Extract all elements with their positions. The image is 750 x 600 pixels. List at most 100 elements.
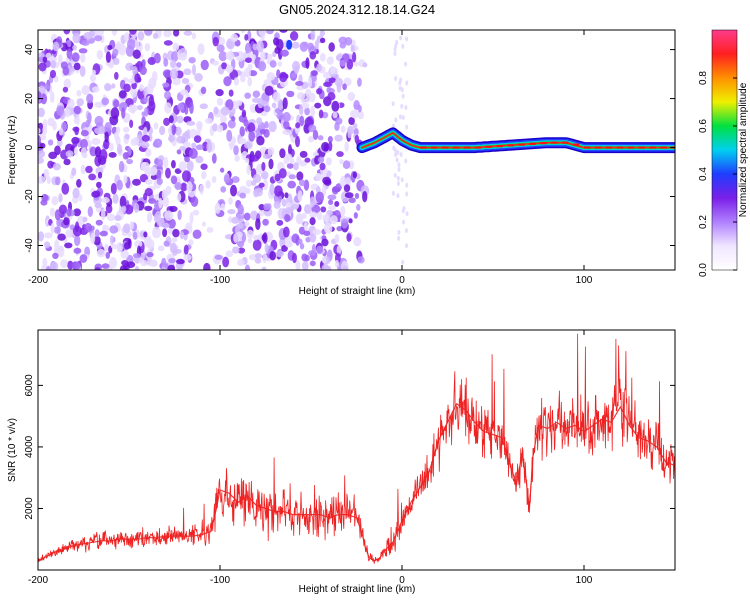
noise-blob: [328, 42, 335, 52]
noise-blob: [278, 168, 287, 179]
bottom-y-tick-label: 2000: [24, 497, 35, 520]
noise-blob: [223, 76, 232, 87]
noise-blob: [326, 86, 332, 93]
noise-blob: [92, 190, 101, 196]
noise-blob: [357, 110, 365, 120]
noise-blob: [91, 86, 100, 93]
noise-blob: [274, 47, 281, 54]
noise-blob: [144, 43, 151, 52]
noise-blob: [80, 164, 86, 175]
noise-blob: [273, 185, 283, 197]
noise-blob: [227, 119, 236, 129]
noise-blob: [295, 260, 301, 270]
noise-blob: [138, 257, 144, 264]
noise-blob: [325, 157, 332, 166]
noise-blob: [257, 61, 267, 72]
noise-blob: [38, 149, 46, 158]
noise-blob: [178, 161, 187, 172]
noise-blob: [50, 223, 55, 234]
noise-blob: [319, 30, 325, 37]
noise-blob: [172, 228, 180, 238]
noise-blob: [163, 117, 171, 126]
noise-blob: [183, 68, 192, 76]
noise-blob: [334, 134, 343, 142]
noise-blob: [126, 261, 136, 268]
noise-blob: [97, 171, 103, 179]
noise-blob: [248, 130, 256, 142]
noise-blob: [347, 125, 355, 135]
noise-blob: [148, 166, 158, 176]
noise-blob: [301, 253, 308, 262]
noise-blob: [266, 203, 272, 210]
noise-blob: [184, 156, 190, 163]
noise-blob: [175, 258, 185, 265]
noise-speck: [404, 105, 408, 111]
noise-blob: [277, 98, 284, 110]
noise-blob: [134, 39, 140, 49]
noise-blob: [268, 158, 274, 170]
noise-blob: [90, 232, 96, 244]
noise-blob: [163, 156, 169, 169]
noise-blob: [261, 234, 267, 242]
noise-blob: [94, 115, 104, 126]
noise-blob: [79, 65, 86, 77]
noise-blob: [254, 257, 262, 264]
noise-blob: [143, 231, 148, 238]
noise-blob: [302, 260, 309, 270]
noise-blob: [72, 44, 77, 51]
noise-speck: [394, 152, 398, 158]
noise-blob: [176, 193, 182, 202]
noise-blob: [113, 99, 120, 108]
spectrogram-noise: [38, 30, 409, 270]
noise-hotspot: [286, 39, 293, 50]
noise-blob: [48, 151, 58, 160]
top-x-ticks: -200 -100 0 100: [28, 30, 593, 286]
noise-blob: [72, 32, 81, 44]
noise-blob: [309, 217, 316, 226]
noise-speck: [392, 145, 396, 151]
noise-blob: [265, 30, 274, 35]
noise-blob: [225, 51, 235, 60]
noise-blob: [80, 52, 86, 63]
noise-speck: [393, 172, 397, 178]
noise-blob: [200, 163, 208, 170]
noise-blob: [357, 104, 362, 113]
noise-blob: [94, 267, 101, 270]
top-x-tick-label: 100: [576, 275, 593, 286]
noise-blob: [219, 114, 227, 124]
noise-blob: [320, 206, 327, 213]
noise-speck: [396, 193, 400, 199]
noise-blob: [162, 222, 170, 229]
noise-blob: [216, 44, 225, 53]
noise-blob: [89, 74, 97, 83]
noise-blob: [323, 265, 332, 270]
noise-blob: [109, 235, 114, 245]
top-x-tick-label: -100: [210, 275, 230, 286]
noise-blob: [38, 81, 46, 88]
noise-blob: [132, 178, 141, 186]
noise-blob: [297, 238, 303, 245]
noise-blob: [307, 76, 313, 88]
noise-blob: [106, 213, 116, 222]
noise-blob: [344, 141, 349, 152]
noise-blob: [336, 151, 344, 157]
noise-blob: [38, 231, 45, 242]
bottom-y-axis-label: SNR (10 * v/v): [7, 418, 18, 482]
noise-blob: [42, 125, 48, 136]
noise-blob: [44, 84, 51, 90]
noise-blob: [55, 176, 61, 186]
noise-blob: [162, 82, 170, 88]
noise-blob: [259, 128, 267, 135]
noise-blob: [41, 264, 46, 270]
noise-blob: [186, 181, 193, 193]
noise-blob: [156, 159, 164, 168]
noise-blob: [185, 222, 193, 230]
noise-blob: [174, 168, 182, 175]
noise-blob: [155, 210, 162, 219]
noise-blob: [131, 82, 137, 90]
noise-blob: [233, 145, 239, 156]
noise-blob: [310, 105, 315, 118]
noise-blob: [269, 183, 275, 196]
noise-blob: [295, 213, 304, 225]
noise-blob: [258, 30, 267, 37]
